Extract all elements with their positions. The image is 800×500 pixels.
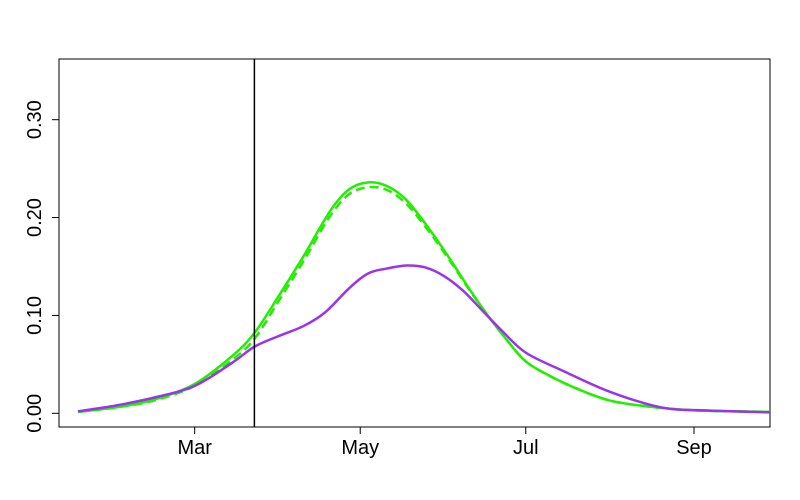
y-tick-label-0-20: 0.20 (24, 198, 46, 237)
x-tick-label-sep: Sep (676, 437, 712, 459)
x-tick-label-mar: Mar (177, 437, 212, 459)
y-tick-label-0-30: 0.30 (24, 100, 46, 139)
y-tick-label-0-10: 0.10 (24, 296, 46, 335)
plot-frame (58, 58, 771, 428)
x-tick-label-jul: Jul (513, 437, 539, 459)
y-axis: 0.00 0.10 0.20 0.30 (24, 100, 59, 433)
series-line-green-dashed (77, 185, 771, 414)
x-tick-label-may: May (341, 437, 379, 459)
y-tick-label-0-00: 0.00 (24, 394, 46, 433)
series-layer (77, 180, 771, 414)
series-line-purple (77, 264, 771, 414)
x-axis: Mar May Jul Sep (177, 427, 712, 459)
series-line-green-solid (77, 180, 771, 414)
